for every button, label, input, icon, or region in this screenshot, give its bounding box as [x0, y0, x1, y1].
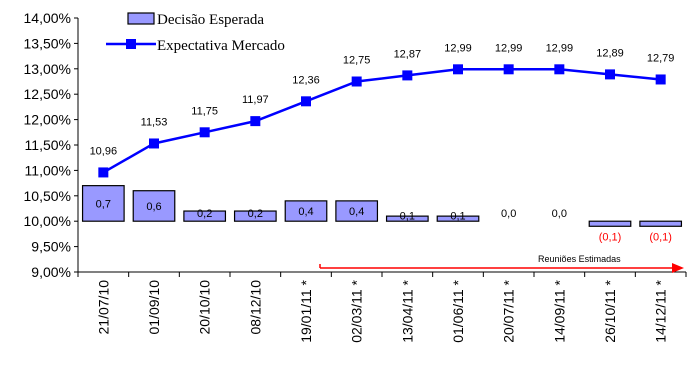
bar-value-label: 0,2	[197, 208, 212, 220]
bar-value-label: 0,6	[146, 201, 161, 213]
bar-value-label: 0,2	[248, 208, 263, 220]
line-value-label: 11,97	[242, 94, 269, 106]
bar-value-label: 0,7	[96, 198, 111, 210]
line-value-label: 12,87	[394, 48, 422, 60]
x-tick-label: 02/03/11 *	[349, 279, 365, 342]
bar	[233, 210, 277, 222]
line-point	[250, 116, 261, 127]
y-tick-label: 10,00%	[24, 213, 71, 229]
legend-bar-label: Decisão Esperada	[157, 12, 264, 28]
bar-value-label: 0,1	[450, 211, 465, 223]
line-value-label: 12,79	[647, 52, 675, 64]
x-tick-label: 19/01/11 *	[298, 279, 314, 342]
line-point	[301, 96, 311, 107]
line-series-path	[102, 68, 661, 174]
bar	[183, 210, 227, 222]
line-point	[199, 127, 210, 138]
line-value-label: 12,99	[546, 42, 574, 54]
x-tick-label: 14/09/11 *	[551, 279, 567, 342]
line-point	[351, 76, 362, 87]
bar-value-label: 0,0	[501, 208, 516, 220]
x-tick-label: 26/10/11 *	[602, 279, 618, 342]
y-tick-label: 9,00%	[31, 264, 71, 280]
bar	[335, 200, 379, 222]
bar-value-label: (0,1)	[599, 231, 622, 243]
line-value-label: 12,75	[343, 55, 371, 67]
line-point	[655, 74, 666, 85]
y-tick-label: 13,50%	[24, 35, 71, 51]
bar-value-label: 0,0	[552, 208, 567, 220]
line-value-label: 12,89	[596, 47, 624, 59]
line-group: 10,96 11,53 11,75 11,97 12,36 12,75 12,87 12,99…	[90, 42, 675, 178]
x-tick-label: 20/07/11 *	[501, 279, 517, 342]
legend-line-label: Expectativa Mercado	[157, 38, 285, 54]
line-value-label: 12,99	[444, 42, 472, 54]
x-tick-label: 08/12/10	[247, 280, 263, 335]
bar-value-label: 0,1	[400, 211, 415, 223]
bar	[385, 215, 429, 222]
line-value-label: 12,99	[495, 42, 523, 54]
axes-group: 9,00% 9,50% 10,00% 10,50% 11,00% 11,50% 12,00%…	[24, 10, 687, 343]
x-tick-label: 14/12/11 *	[653, 279, 669, 342]
legend: Decisão Esperada Expectativa Mercado	[106, 12, 285, 54]
bar	[588, 220, 632, 227]
line-point	[605, 69, 615, 80]
y-tick-label: 10,50%	[24, 188, 71, 204]
x-tick-label: 20/10/10	[197, 280, 213, 335]
line-point	[554, 64, 565, 75]
bar-value-label: 0,4	[298, 206, 313, 218]
bar	[639, 220, 683, 227]
line-value-label: 10,96	[90, 145, 118, 157]
bars-group: 0,7 0,6 0,2 0,2 0,4 0,4 0,1 0,1 0,0 0,0 (0,1) (0,1)	[81, 185, 683, 243]
line-value-label: 12,36	[292, 74, 320, 86]
line-point	[503, 64, 514, 75]
y-tick-label: 14,00%	[24, 10, 71, 26]
line-point	[149, 138, 159, 149]
annotation-arrow-head	[672, 263, 684, 273]
y-tick-label: 11,00%	[25, 162, 71, 178]
bar	[81, 185, 125, 222]
x-tick-label: 13/04/11 *	[399, 279, 415, 342]
bar-value-label: 0,4	[349, 206, 364, 218]
bar	[132, 190, 176, 222]
legend-bar-swatch	[127, 12, 155, 25]
y-tick-label: 11,50%	[25, 137, 71, 153]
line-value-label: 11,53	[141, 116, 168, 128]
annotation-group: Reuniões Estimadas	[319, 254, 684, 273]
line-point	[453, 64, 463, 75]
bar	[284, 200, 328, 222]
y-tick-label: 13,00%	[24, 61, 71, 77]
annotation-label: Reuniões Estimadas	[538, 254, 621, 264]
line-value-label: 11,75	[191, 105, 218, 117]
legend-line-marker	[126, 39, 136, 49]
bar	[436, 215, 480, 222]
line-point	[98, 167, 109, 178]
y-tick-label: 12,50%	[24, 86, 71, 102]
x-tick-label: 21/07/10	[95, 280, 111, 335]
x-tick-label: 01/09/10	[146, 280, 162, 335]
line-point	[402, 70, 413, 81]
bar-value-label: (0,1)	[649, 231, 672, 243]
y-tick-label: 12,00%	[24, 112, 71, 128]
y-tick-label: 9,50%	[31, 239, 71, 255]
x-tick-label: 01/06/11 *	[450, 279, 466, 342]
